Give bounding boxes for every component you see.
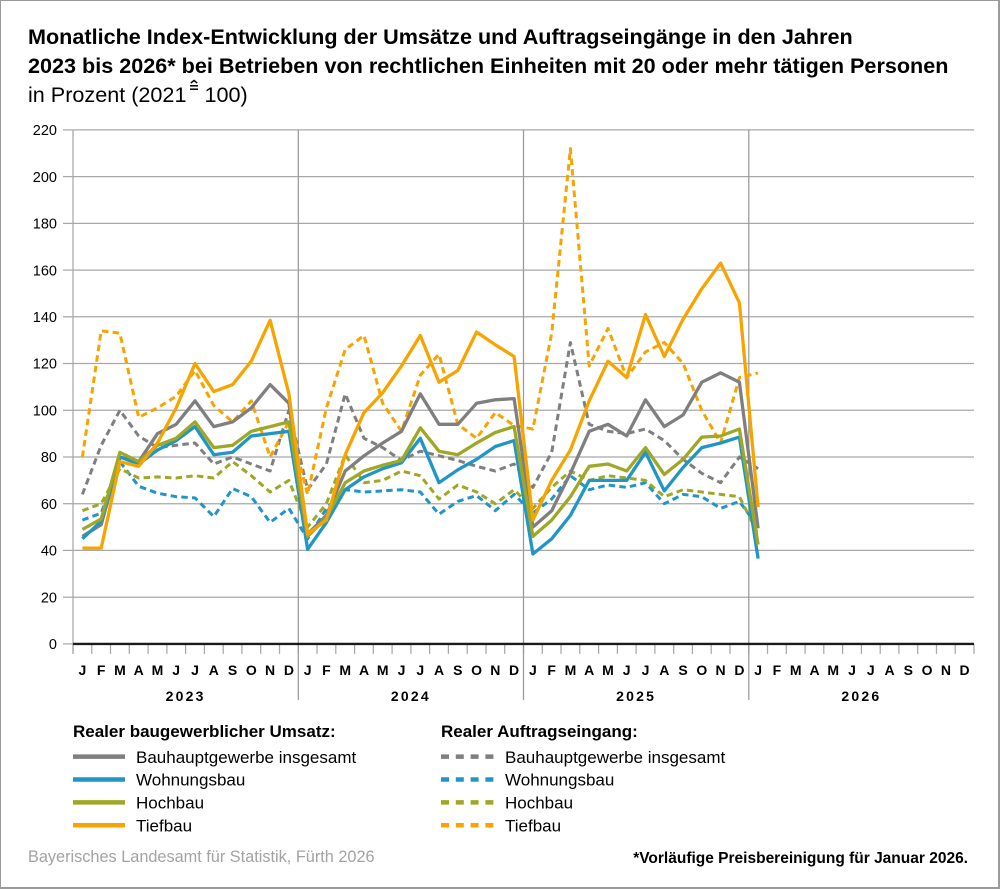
svg-text:A: A <box>809 662 819 678</box>
svg-text:O: O <box>696 662 707 678</box>
svg-text:M: M <box>602 662 614 678</box>
svg-text:Realer Auftragseingang:: Realer Auftragseingang: <box>441 722 638 741</box>
svg-text:Tiefbau: Tiefbau <box>136 817 192 836</box>
svg-text:0: 0 <box>49 637 57 653</box>
svg-text:O: O <box>922 662 933 678</box>
svg-text:140: 140 <box>33 310 57 326</box>
svg-text:J: J <box>867 662 875 678</box>
svg-text:Monatliche Index-Entwicklung d: Monatliche Index-Entwicklung der Umsätze… <box>28 24 853 49</box>
svg-text:2023: 2023 <box>166 688 206 704</box>
svg-text:J: J <box>191 662 199 678</box>
svg-text:in Prozent (2021: in Prozent (2021 <box>28 82 186 107</box>
svg-text:*Vorläufige Preisbereinigung f: *Vorläufige Preisbereinigung für Januar … <box>633 850 968 867</box>
svg-text:M: M <box>827 662 839 678</box>
svg-text:A: A <box>134 662 144 678</box>
svg-text:F: F <box>97 662 106 678</box>
svg-text:N: N <box>490 662 500 678</box>
svg-text:120: 120 <box>33 357 57 373</box>
svg-text:2024: 2024 <box>391 688 431 704</box>
svg-text:F: F <box>322 662 331 678</box>
svg-text:M: M <box>114 662 126 678</box>
svg-text:A: A <box>884 662 894 678</box>
svg-text:Realer baugewerblicher Umsatz:: Realer baugewerblicher Umsatz: <box>73 722 336 741</box>
svg-text:J: J <box>529 662 537 678</box>
svg-text:2023 bis 2026* bei Betrieben v: 2023 bis 2026* bei Betrieben von rechtli… <box>28 53 948 78</box>
svg-text:J: J <box>398 662 406 678</box>
svg-text:J: J <box>642 662 650 678</box>
svg-text:Bauhauptgewerbe insgesamt: Bauhauptgewerbe insgesamt <box>505 748 725 767</box>
svg-text:A: A <box>209 662 219 678</box>
svg-text:S: S <box>453 662 462 678</box>
svg-text:100): 100) <box>205 82 248 107</box>
svg-text:J: J <box>416 662 424 678</box>
svg-text:Wohnungsbau: Wohnungsbau <box>505 771 614 790</box>
svg-text:D: D <box>734 662 744 678</box>
svg-text:80: 80 <box>41 450 57 466</box>
svg-text:F: F <box>547 662 556 678</box>
svg-text:M: M <box>377 662 389 678</box>
svg-text:220: 220 <box>33 123 57 139</box>
svg-text:J: J <box>848 662 856 678</box>
svg-text:2025: 2025 <box>616 688 656 704</box>
svg-text:J: J <box>623 662 631 678</box>
svg-text:M: M <box>339 662 351 678</box>
svg-text:Hochbau: Hochbau <box>505 794 573 813</box>
svg-text:J: J <box>79 662 87 678</box>
svg-text:100: 100 <box>33 404 57 420</box>
svg-text:J: J <box>172 662 180 678</box>
svg-text:A: A <box>434 662 444 678</box>
svg-text:N: N <box>265 662 275 678</box>
svg-text:Hochbau: Hochbau <box>136 794 204 813</box>
svg-text:S: S <box>904 662 913 678</box>
svg-text:M: M <box>565 662 577 678</box>
svg-text:O: O <box>246 662 257 678</box>
svg-text:F: F <box>773 662 782 678</box>
svg-text:N: N <box>941 662 951 678</box>
svg-text:M: M <box>790 662 802 678</box>
svg-text:D: D <box>960 662 970 678</box>
svg-text:180: 180 <box>33 217 57 233</box>
svg-text:J: J <box>754 662 762 678</box>
svg-text:20: 20 <box>41 590 57 606</box>
svg-text:2026: 2026 <box>841 688 881 704</box>
svg-text:M: M <box>152 662 164 678</box>
svg-text:A: A <box>659 662 669 678</box>
svg-text:40: 40 <box>41 544 57 560</box>
svg-text:Tiefbau: Tiefbau <box>505 817 561 836</box>
svg-text:D: D <box>509 662 519 678</box>
svg-text:N: N <box>716 662 726 678</box>
svg-text:A: A <box>584 662 594 678</box>
svg-text:Wohnungsbau: Wohnungsbau <box>136 771 245 790</box>
svg-text:60: 60 <box>41 497 57 513</box>
svg-text:S: S <box>228 662 237 678</box>
svg-text:S: S <box>678 662 687 678</box>
svg-text:D: D <box>284 662 294 678</box>
svg-text:Bayerisches Landesamt für Stat: Bayerisches Landesamt für Statistik, Für… <box>28 848 375 866</box>
svg-text:O: O <box>471 662 482 678</box>
svg-text:J: J <box>304 662 312 678</box>
svg-text:A: A <box>359 662 369 678</box>
svg-text:200: 200 <box>33 170 57 186</box>
svg-text:160: 160 <box>33 263 57 279</box>
svg-text:Bauhauptgewerbe insgesamt: Bauhauptgewerbe insgesamt <box>136 748 356 767</box>
